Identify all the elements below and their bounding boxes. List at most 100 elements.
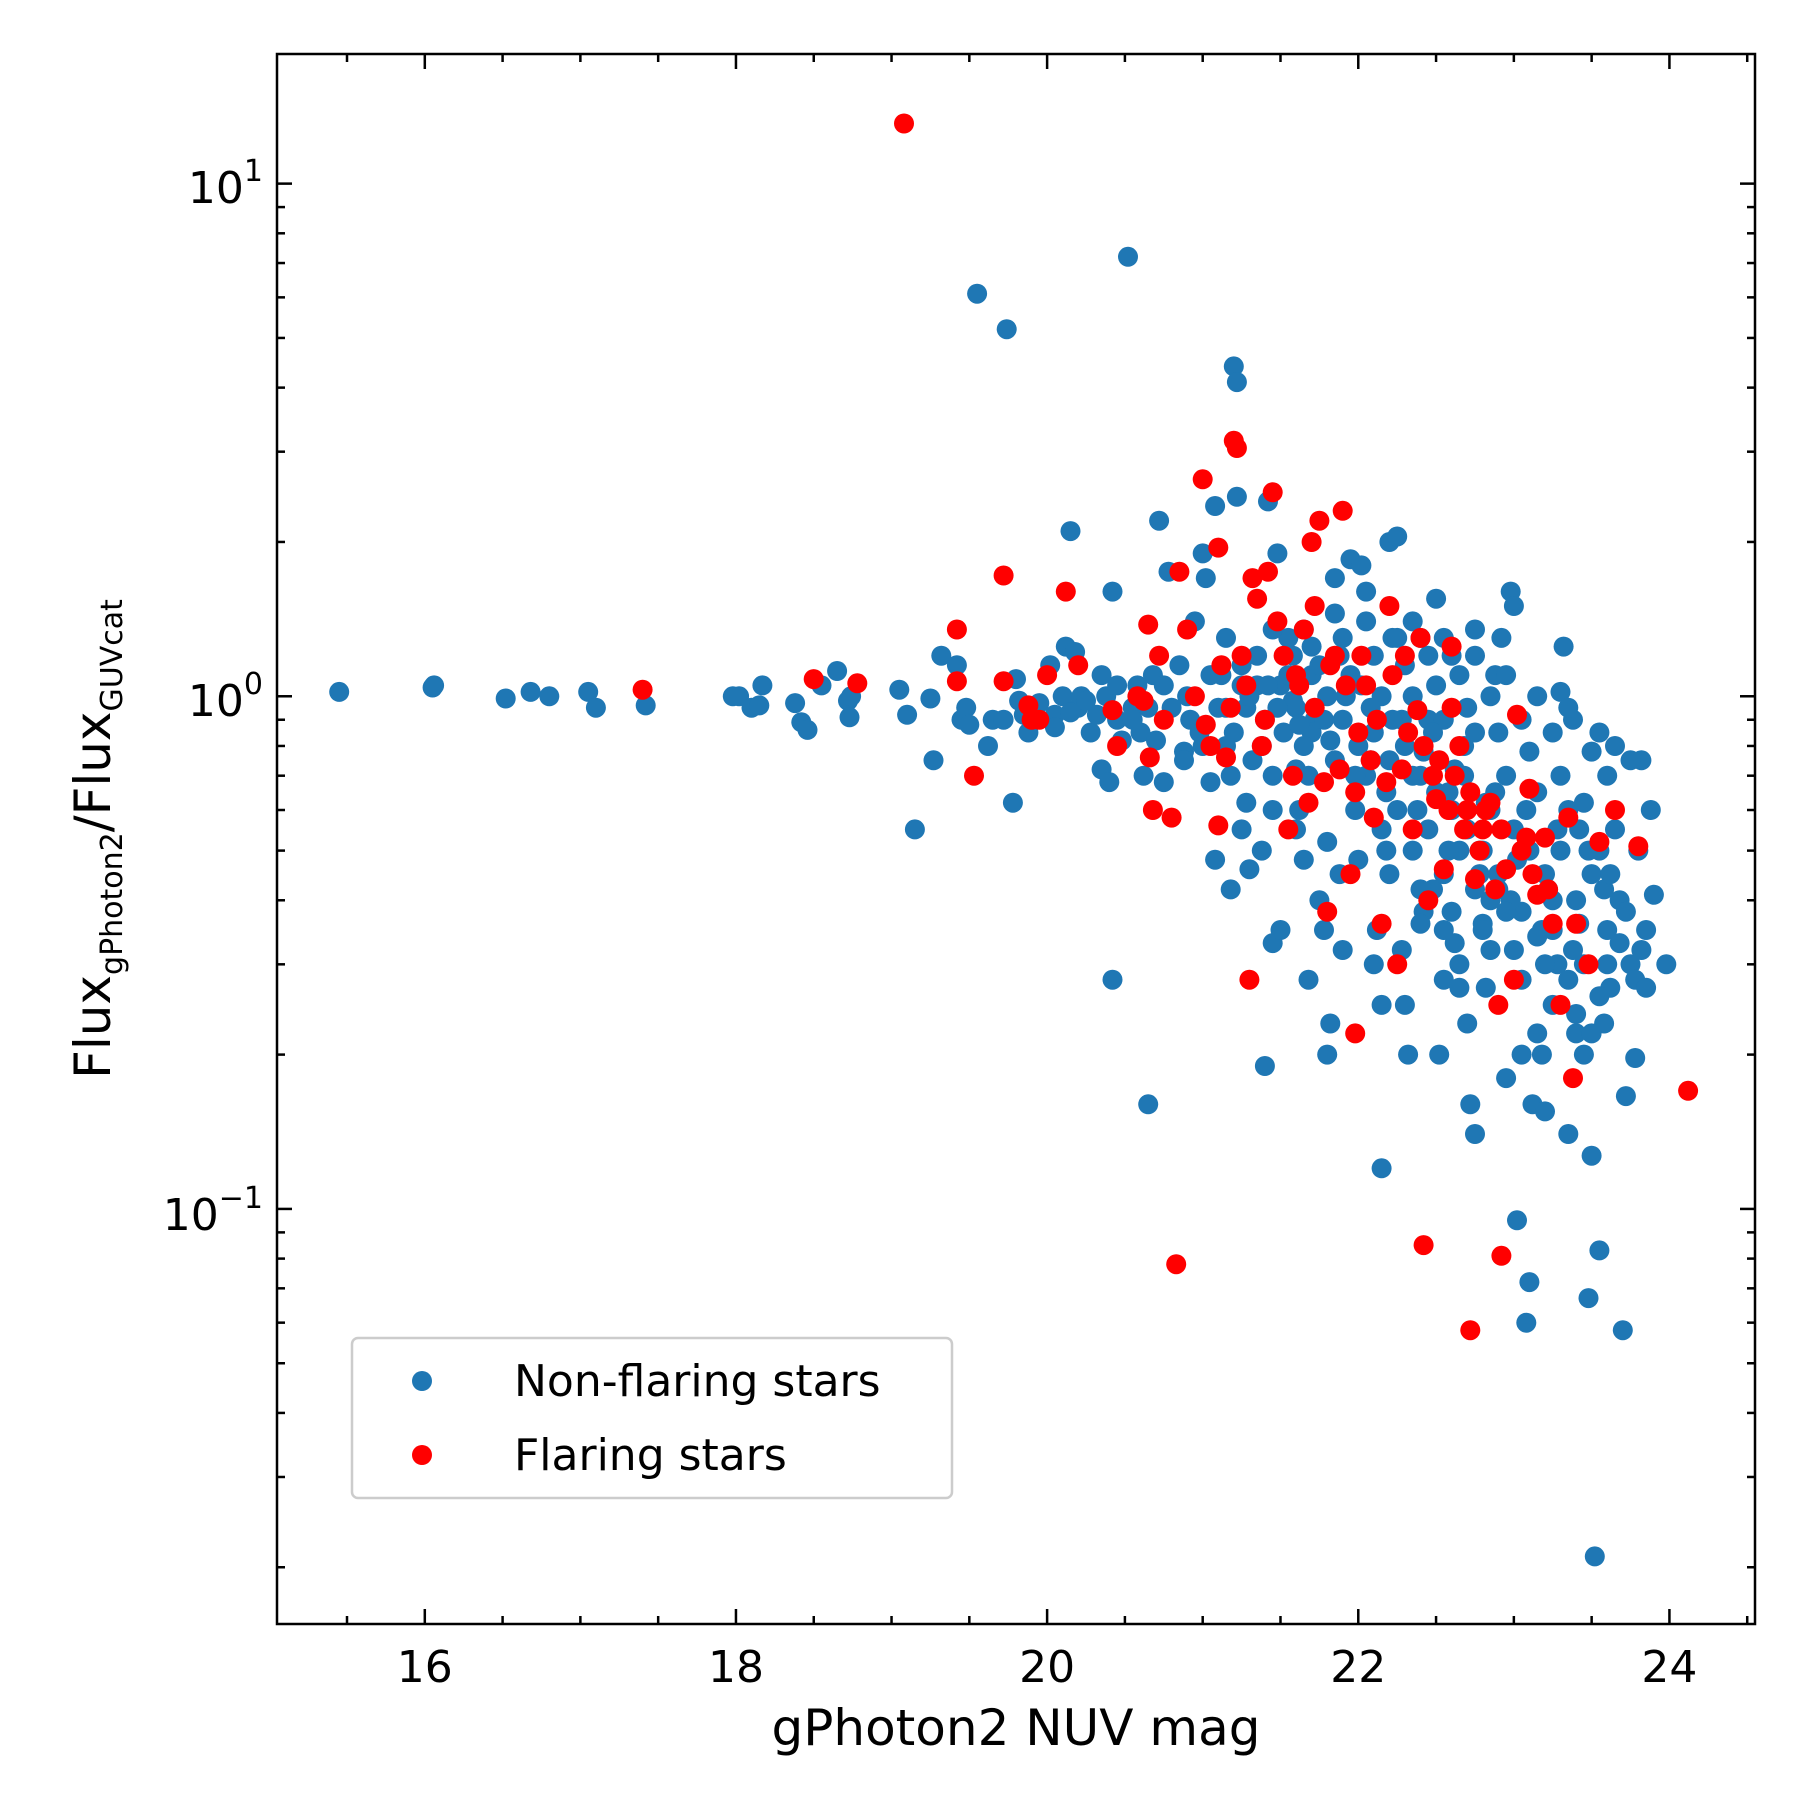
non-flaring-point-23	[897, 704, 918, 725]
non-flaring-point-335	[1387, 627, 1408, 648]
flaring-point-103	[1398, 722, 1419, 743]
non-flaring-point-112	[1314, 920, 1334, 940]
non-flaring-point-89	[1226, 486, 1247, 507]
non-flaring-point-81	[1205, 849, 1226, 870]
non-flaring-point-26	[923, 750, 944, 771]
non-flaring-point-131	[1387, 526, 1408, 547]
non-flaring-point-201	[1286, 697, 1306, 718]
flaring-point-19	[1138, 614, 1159, 635]
non-flaring-point-5	[539, 686, 560, 707]
non-flaring-point-46	[1052, 686, 1073, 707]
non-flaring-point-20	[839, 707, 860, 728]
non-flaring-point-318	[1503, 940, 1524, 960]
non-flaring-point-259	[1438, 840, 1459, 861]
non-flaring-point-272	[1289, 714, 1310, 735]
non-flaring-point-297	[1153, 675, 1174, 696]
non-flaring-point-288	[1488, 722, 1509, 743]
flaring-point-59	[1379, 596, 1400, 616]
non-flaring-point-348	[1597, 954, 1618, 975]
x-tick-label: 24	[1641, 1642, 1697, 1693]
non-flaring-point-308	[1220, 765, 1241, 786]
flaring-point-120	[1345, 782, 1366, 803]
non-flaring-point-239	[1496, 765, 1517, 786]
flaring-point-113	[1220, 697, 1241, 718]
non-flaring-point-103	[1278, 627, 1299, 648]
non-flaring-point-285	[1573, 792, 1594, 813]
flaring-point-105	[1429, 750, 1450, 771]
non-flaring-point-114	[1320, 1013, 1341, 1034]
flaring-point-42	[1262, 482, 1283, 503]
non-flaring-point-27	[931, 645, 952, 666]
non-flaring-point-307	[1146, 730, 1166, 751]
non-flaring-point-180	[1581, 1145, 1602, 1166]
non-flaring-point-181	[1584, 1546, 1605, 1567]
non-flaring-point-22	[889, 679, 910, 700]
flaring-point-26	[1169, 561, 1190, 582]
non-flaring-point-356	[1566, 1004, 1587, 1024]
non-flaring-point-184	[1597, 765, 1618, 786]
flaring-point-71	[1460, 1320, 1481, 1341]
non-flaring-point-359	[1410, 913, 1431, 934]
non-flaring-point-179	[1578, 1288, 1599, 1309]
non-flaring-point-320	[1402, 611, 1423, 632]
non-flaring-point-197	[1656, 954, 1677, 975]
flaring-point-43	[1267, 611, 1288, 632]
x-tick-label: 20	[1019, 1642, 1075, 1693]
non-flaring-point-182	[1589, 1240, 1610, 1261]
flaring-point-117	[1298, 792, 1319, 813]
flaring-point-127	[1469, 840, 1490, 861]
flaring-point-60	[1387, 954, 1408, 975]
flaring-point-44	[1278, 819, 1299, 840]
flaring-point-83	[1535, 827, 1555, 848]
flaring-point-79	[1507, 704, 1527, 725]
flaring-point-56	[1356, 675, 1377, 696]
non-flaring-point-324	[1527, 686, 1548, 707]
non-flaring-point-267	[1563, 940, 1583, 960]
non-flaring-point-232	[1387, 800, 1408, 820]
ticks-layer: 16 18 20 22 24	[277, 54, 1755, 1693]
non-flaring-point-186	[1605, 819, 1625, 840]
non-flaring-point-97	[1254, 1056, 1275, 1076]
non-flaring-point-346	[1558, 969, 1579, 990]
non-flaring-point-52	[1080, 722, 1101, 743]
non-flaring-point-94	[1242, 750, 1263, 771]
non-flaring-point-12	[749, 695, 770, 716]
non-flaring-point-325	[1558, 697, 1579, 718]
flaring-point-4	[946, 619, 967, 640]
non-flaring-point-290	[1426, 675, 1447, 696]
non-flaring-point-121	[1351, 555, 1372, 576]
non-flaring-point-357	[1581, 1023, 1602, 1044]
flaring-point-49	[1309, 510, 1330, 531]
flaring-point-104	[1413, 736, 1434, 756]
non-flaring-point-25	[920, 688, 941, 709]
non-flaring-point-293	[1332, 627, 1353, 648]
non-flaring-point-164	[1516, 1312, 1537, 1333]
non-flaring-point-314	[1379, 864, 1400, 885]
non-flaring-point-126	[1371, 1158, 1392, 1179]
flaring-point-57	[1363, 807, 1384, 828]
non-flaring-point-289	[1457, 697, 1478, 718]
non-flaring-point-352	[1449, 954, 1470, 975]
flaring-point-110	[1522, 864, 1543, 885]
flaring-point-39	[1242, 568, 1263, 589]
non-flaring-point-294	[1301, 636, 1322, 657]
non-flaring-point-336	[1356, 611, 1377, 632]
flaring-point-50	[1317, 901, 1338, 922]
flaring-point-97	[1304, 697, 1325, 718]
non-flaring-point-176	[1566, 1023, 1587, 1044]
non-flaring-point-317	[1472, 920, 1493, 940]
flaring-point-41	[1258, 561, 1278, 582]
non-flaring-point-120	[1345, 800, 1366, 820]
non-flaring-point-13	[752, 675, 773, 696]
non-flaring-point-328	[1620, 750, 1641, 771]
flaring-point-121	[1360, 750, 1381, 771]
flaring-point-6	[964, 765, 984, 786]
non-flaring-point-220	[1581, 864, 1602, 885]
flaring-point-69	[1449, 736, 1470, 756]
non-flaring-point-329	[1581, 741, 1602, 762]
flaring-point-102	[1382, 665, 1403, 686]
flaring-point-47	[1301, 532, 1322, 552]
non-flaring-point-53	[1086, 704, 1107, 725]
y-axis-title: FluxgPhoton2/FluxGUVcat	[64, 599, 130, 1079]
flaring-point-67	[1433, 859, 1454, 880]
